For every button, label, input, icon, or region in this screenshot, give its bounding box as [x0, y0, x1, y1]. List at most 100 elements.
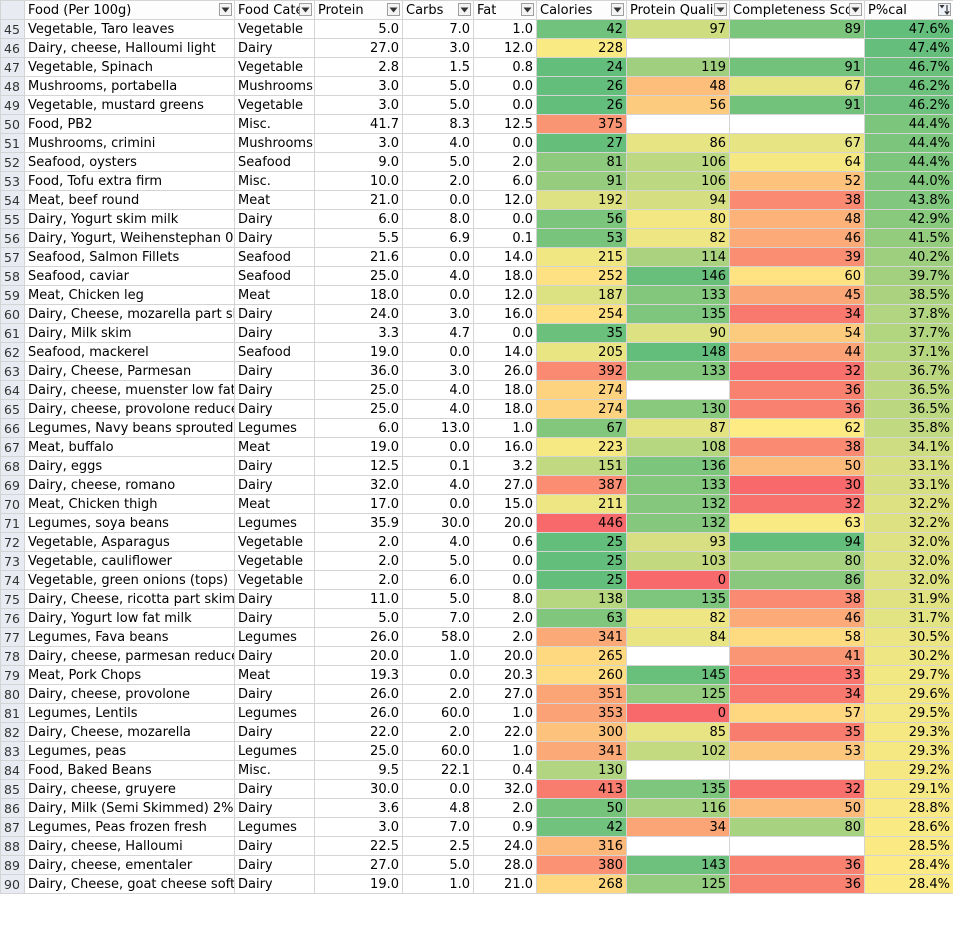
cell-cal[interactable]: 81 [536, 152, 627, 172]
cell-fat[interactable]: 26.0 [473, 361, 537, 381]
cell-pcal[interactable]: 28.8% [864, 798, 953, 818]
cell-pcal[interactable]: 47.6% [864, 19, 953, 39]
cell-cal[interactable]: 205 [536, 342, 627, 362]
cell-cat[interactable]: Dairy [234, 38, 315, 58]
cell-cal[interactable]: 187 [536, 285, 627, 305]
cell-fat[interactable]: 0.0 [473, 76, 537, 96]
cell-carbs[interactable]: 4.0 [402, 399, 474, 419]
cell-cal[interactable]: 223 [536, 437, 627, 457]
cell-protein[interactable]: 9.5 [314, 760, 403, 780]
row-number[interactable]: 76 [0, 608, 25, 628]
row-number[interactable]: 48 [0, 76, 25, 96]
cell-carbs[interactable]: 1.5 [402, 57, 474, 77]
filter-dropdown-icon[interactable] [387, 3, 400, 16]
cell-cs[interactable]: 38 [729, 589, 865, 609]
filter-dropdown-icon[interactable] [299, 3, 312, 16]
cell-pq[interactable]: 133 [626, 361, 730, 381]
cell-cs[interactable]: 46 [729, 608, 865, 628]
cell-pq[interactable]: 106 [626, 152, 730, 172]
cell-food[interactable]: Meat, Pork Chops [24, 665, 235, 685]
cell-cs[interactable]: 52 [729, 171, 865, 191]
cell-protein[interactable]: 21.6 [314, 247, 403, 267]
cell-pq[interactable]: 48 [626, 76, 730, 96]
cell-fat[interactable]: 21.0 [473, 874, 537, 894]
cell-cal[interactable]: 50 [536, 798, 627, 818]
cell-pcal[interactable]: 36.5% [864, 399, 953, 419]
cell-pq[interactable] [626, 760, 730, 780]
cell-food[interactable]: Dairy, cheese, provolone [24, 684, 235, 704]
cell-fat[interactable]: 0.0 [473, 551, 537, 571]
cell-cs[interactable]: 57 [729, 703, 865, 723]
cell-cs[interactable]: 32 [729, 779, 865, 799]
cell-cat[interactable]: Dairy [234, 475, 315, 495]
cell-food[interactable]: Legumes, Peas frozen fresh [24, 817, 235, 837]
row-number[interactable]: 89 [0, 855, 25, 875]
cell-cs[interactable]: 33 [729, 665, 865, 685]
cell-pcal[interactable]: 41.5% [864, 228, 953, 248]
cell-fat[interactable]: 2.0 [473, 152, 537, 172]
cell-fat[interactable]: 0.0 [473, 570, 537, 590]
cell-fat[interactable]: 15.0 [473, 494, 537, 514]
cell-protein[interactable]: 19.3 [314, 665, 403, 685]
cell-pcal[interactable]: 46.2% [864, 76, 953, 96]
cell-cs[interactable]: 48 [729, 209, 865, 229]
row-number[interactable]: 59 [0, 285, 25, 305]
cell-protein[interactable]: 12.5 [314, 456, 403, 476]
cell-cal[interactable]: 392 [536, 361, 627, 381]
cell-pq[interactable]: 0 [626, 703, 730, 723]
cell-pq[interactable]: 90 [626, 323, 730, 343]
cell-food[interactable]: Vegetable, cauliflower [24, 551, 235, 571]
cell-pcal[interactable]: 40.2% [864, 247, 953, 267]
cell-food[interactable]: Food, Tofu extra firm [24, 171, 235, 191]
cell-fat[interactable]: 0.9 [473, 817, 537, 837]
cell-pcal[interactable]: 34.1% [864, 437, 953, 457]
cell-cal[interactable]: 138 [536, 589, 627, 609]
cell-pcal[interactable]: 31.7% [864, 608, 953, 628]
cell-pq[interactable]: 87 [626, 418, 730, 438]
cell-cat[interactable]: Meat [234, 665, 315, 685]
cell-cal[interactable]: 211 [536, 494, 627, 514]
cell-fat[interactable]: 16.0 [473, 304, 537, 324]
cell-protein[interactable]: 25.0 [314, 399, 403, 419]
cell-food[interactable]: Legumes, Navy beans sprouted [24, 418, 235, 438]
row-number[interactable]: 75 [0, 589, 25, 609]
cell-fat[interactable]: 12.0 [473, 285, 537, 305]
cell-pcal[interactable]: 31.9% [864, 589, 953, 609]
cell-protein[interactable]: 3.0 [314, 133, 403, 153]
row-number[interactable]: 60 [0, 304, 25, 324]
cell-cs[interactable]: 32 [729, 361, 865, 381]
cell-cat[interactable]: Legumes [234, 513, 315, 533]
cell-cat[interactable]: Vegetable [234, 95, 315, 115]
cell-cat[interactable]: Vegetable [234, 570, 315, 590]
cell-pq[interactable]: 135 [626, 589, 730, 609]
cell-cal[interactable]: 26 [536, 76, 627, 96]
cell-pcal[interactable]: 35.8% [864, 418, 953, 438]
cell-food[interactable]: Mushrooms, portabella [24, 76, 235, 96]
cell-cat[interactable]: Legumes [234, 703, 315, 723]
filter-dropdown-icon[interactable] [458, 3, 471, 16]
cell-cat[interactable]: Meat [234, 437, 315, 457]
cell-fat[interactable]: 1.0 [473, 418, 537, 438]
cell-fat[interactable]: 12.0 [473, 38, 537, 58]
cell-pq[interactable]: 132 [626, 513, 730, 533]
cell-pq[interactable]: 102 [626, 741, 730, 761]
cell-cs[interactable]: 38 [729, 190, 865, 210]
cell-cal[interactable]: 300 [536, 722, 627, 742]
cell-cat[interactable]: Dairy [234, 228, 315, 248]
cell-pcal[interactable]: 38.5% [864, 285, 953, 305]
cell-fat[interactable]: 12.0 [473, 190, 537, 210]
cell-cal[interactable]: 260 [536, 665, 627, 685]
cell-pcal[interactable]: 28.4% [864, 855, 953, 875]
cell-cs[interactable]: 91 [729, 95, 865, 115]
cell-cs[interactable]: 54 [729, 323, 865, 343]
cell-protein[interactable]: 17.0 [314, 494, 403, 514]
cell-protein[interactable]: 2.8 [314, 57, 403, 77]
cell-pq[interactable]: 133 [626, 475, 730, 495]
cell-fat[interactable]: 14.0 [473, 342, 537, 362]
cell-fat[interactable]: 2.0 [473, 798, 537, 818]
cell-pcal[interactable]: 43.8% [864, 190, 953, 210]
cell-fat[interactable]: 1.0 [473, 19, 537, 39]
cell-cat[interactable]: Meat [234, 285, 315, 305]
cell-pq[interactable]: 132 [626, 494, 730, 514]
cell-cs[interactable]: 45 [729, 285, 865, 305]
